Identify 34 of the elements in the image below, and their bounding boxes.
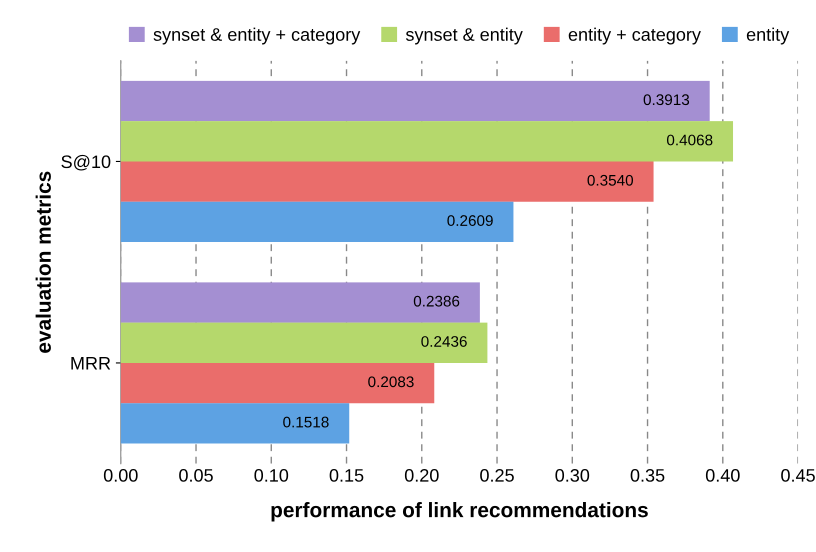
x-tick-label: 0.10: [254, 469, 288, 482]
x-tick-label: 0.25: [480, 469, 514, 482]
x-tick-label: 0.35: [630, 469, 664, 482]
data-label: 0.4068: [666, 134, 712, 146]
x-tick-label: 0.40: [706, 469, 740, 482]
legend-label: entity: [746, 28, 790, 44]
bar: [120, 362, 434, 404]
data-label: 0.3913: [644, 94, 690, 106]
y-tick-label: S@10: [61, 154, 110, 170]
x-tick-label: 0.30: [555, 469, 590, 482]
bar: [120, 322, 488, 363]
bar: [120, 282, 480, 323]
x-tick-label: 0.05: [179, 469, 213, 482]
data-label: 0.2386: [414, 296, 460, 307]
data-label: 0.2083: [368, 376, 414, 388]
x-tick-label: 0.45: [781, 469, 815, 482]
data-label: 0.2609: [447, 215, 493, 226]
data-label: 0.3540: [587, 174, 634, 186]
bar: [120, 161, 654, 202]
legend-label: synset & entity + category: [154, 28, 360, 44]
y-axis-title: evaluation metrics: [36, 172, 51, 353]
bar: [120, 403, 350, 444]
x-tick-label: 0.00: [104, 469, 138, 482]
x-tick-label: 0.15: [330, 469, 364, 482]
legend-label: synset & entity: [406, 28, 523, 44]
bar: [120, 80, 710, 122]
bar: [120, 121, 734, 162]
legend-label: entity + category: [568, 28, 701, 44]
x-tick-label: 0.20: [404, 469, 439, 482]
data-label: 0.1518: [283, 416, 329, 428]
data-label: 0.2436: [421, 336, 467, 347]
x-axis-title: performance of link recommendations: [272, 502, 648, 522]
bar: [120, 202, 514, 242]
y-tick-label: MRR: [71, 357, 110, 370]
